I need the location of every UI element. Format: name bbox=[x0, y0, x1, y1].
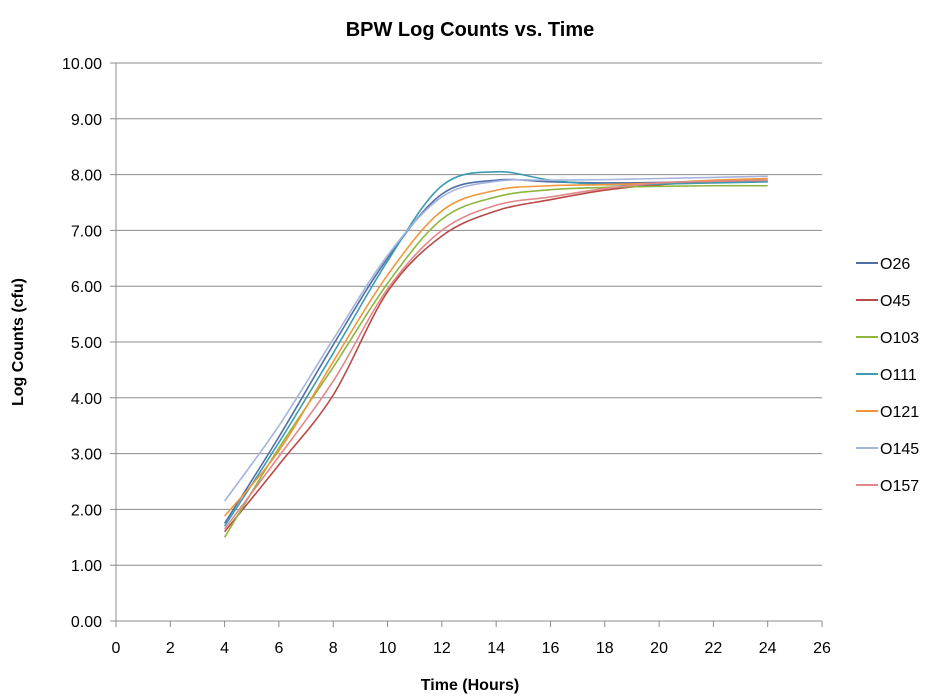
series-line-o111 bbox=[223, 171, 768, 527]
x-tick-label: 0 bbox=[112, 640, 121, 657]
y-tick-label: 7.00 bbox=[71, 223, 102, 240]
series-lines bbox=[223, 171, 768, 538]
y-tick-label: 10.00 bbox=[62, 56, 102, 73]
y-tick-label: 5.00 bbox=[71, 335, 102, 352]
y-tick-label: 8.00 bbox=[71, 168, 102, 185]
legend: O26 O45 O103 O111 O121 O145 O157 bbox=[856, 256, 919, 495]
legend-label-o111: O111 bbox=[880, 367, 917, 384]
x-tick-label: 20 bbox=[650, 640, 668, 657]
legend-label-o157: O157 bbox=[880, 478, 919, 495]
legend-label-o145: O145 bbox=[880, 441, 919, 458]
y-tick-label: 3.00 bbox=[71, 447, 102, 464]
x-tick-label: 4 bbox=[220, 640, 229, 657]
legend-label-o103: O103 bbox=[880, 330, 919, 347]
x-tick-labels: 0 2 4 6 8 10 12 14 16 18 20 22 24 26 bbox=[112, 640, 831, 657]
y-tick-label: 9.00 bbox=[71, 112, 102, 129]
x-tick-label: 14 bbox=[487, 640, 505, 657]
y-axis-title: Log Counts (cfu) bbox=[10, 278, 27, 406]
x-tick-label: 6 bbox=[274, 640, 283, 657]
x-tick-label: 24 bbox=[759, 640, 777, 657]
x-tick-label: 22 bbox=[704, 640, 722, 657]
y-tick-label: 6.00 bbox=[71, 279, 102, 296]
y-tick-label: 0.00 bbox=[71, 614, 102, 631]
legend-label-o26: O26 bbox=[880, 256, 910, 273]
x-tick-label: 18 bbox=[596, 640, 614, 657]
legend-label-o121: O121 bbox=[880, 404, 919, 421]
series-line-o157 bbox=[223, 179, 768, 530]
x-axis-title: Time (Hours) bbox=[421, 677, 519, 694]
x-tick-label: 8 bbox=[329, 640, 338, 657]
x-tick-label: 26 bbox=[813, 640, 831, 657]
chart-title: BPW Log Counts vs. Time bbox=[346, 19, 595, 41]
x-tick-label: 2 bbox=[166, 640, 175, 657]
series-line-o145 bbox=[223, 175, 768, 502]
legend-label-o45: O45 bbox=[880, 293, 910, 310]
y-tick-labels: 0.00 1.00 2.00 3.00 4.00 5.00 6.00 7.00 8.00 9.00… bbox=[62, 56, 102, 631]
x-tick-label: 10 bbox=[379, 640, 397, 657]
x-tick-label: 16 bbox=[542, 640, 560, 657]
axes bbox=[110, 62, 823, 627]
y-tick-label: 2.00 bbox=[71, 502, 102, 519]
y-tick-label: 1.00 bbox=[71, 558, 102, 575]
y-tick-label: 4.00 bbox=[71, 391, 102, 408]
x-tick-label: 12 bbox=[433, 640, 451, 657]
